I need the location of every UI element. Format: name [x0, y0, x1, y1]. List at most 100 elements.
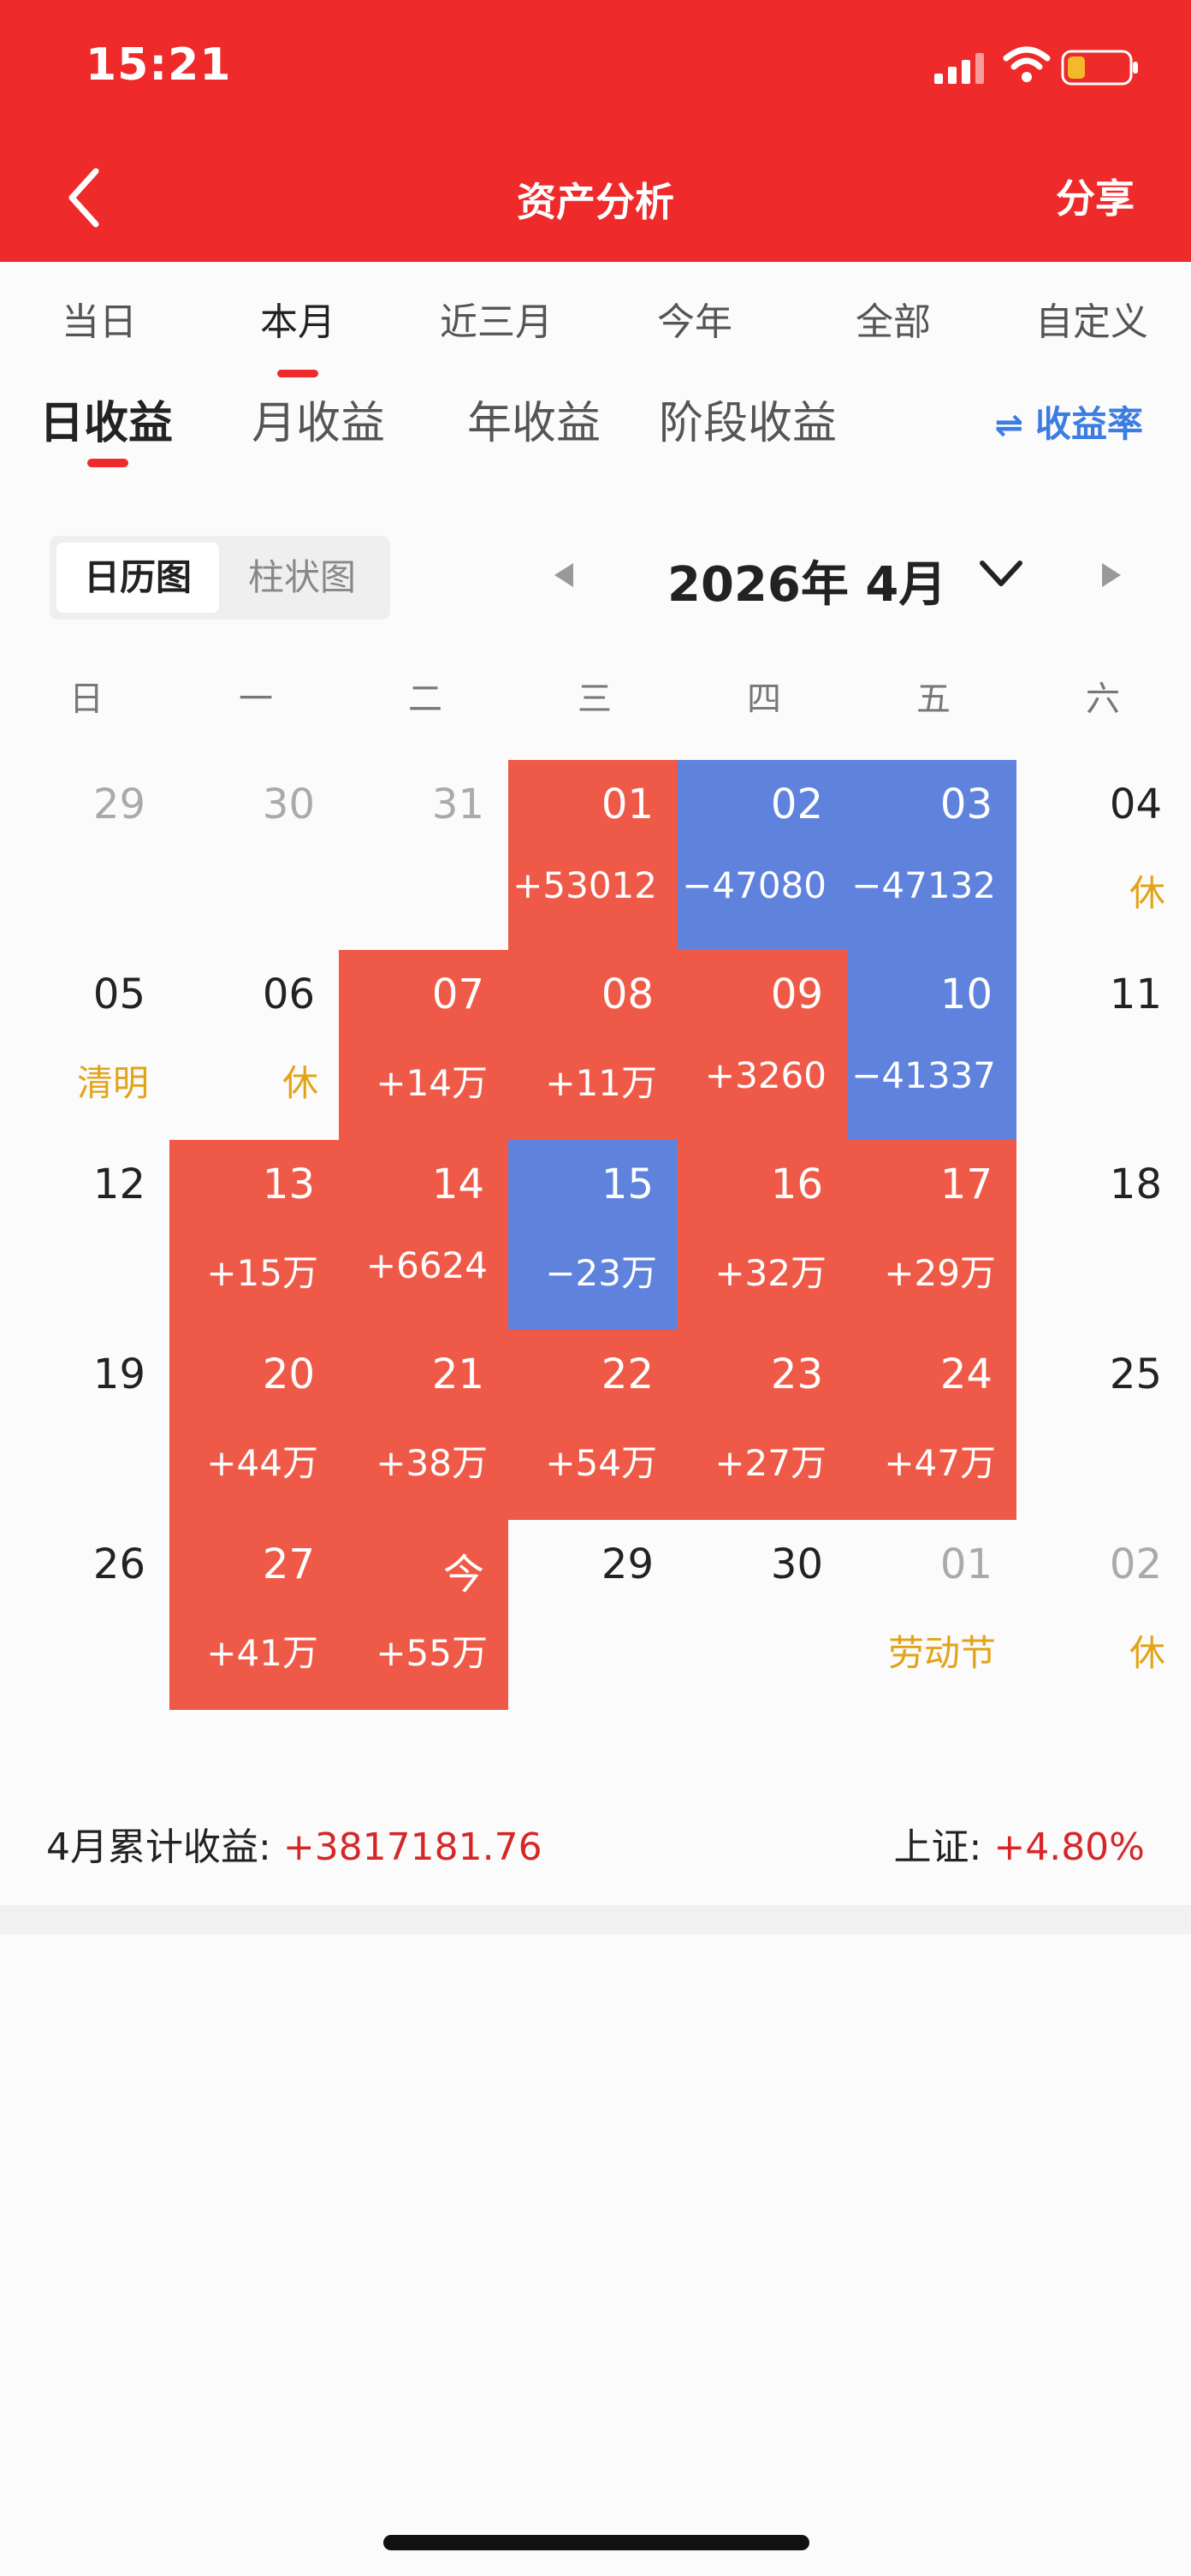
day-value: +11万 [545, 1062, 657, 1104]
return-type-tabs: 日收益 月收益 年收益 阶段收益 ⇌ 收益率 [0, 387, 1191, 472]
calendar-day-cell[interactable]: 16 +32万 [678, 1140, 847, 1330]
home-indicator[interactable] [383, 2535, 809, 2550]
day-number: 14 [431, 1160, 484, 1208]
cumulative-return-label: 4月累计收益: [46, 1825, 271, 1869]
tab-last-three-months[interactable]: 近三月 [440, 300, 553, 344]
day-number: 29 [92, 781, 145, 828]
calendar-day-cell[interactable]: 13 +15万 [169, 1140, 339, 1330]
day-number: 20 [262, 1350, 315, 1398]
calendar-day-cell[interactable]: 21 +38万 [339, 1330, 508, 1520]
tab-custom[interactable]: 自定义 [1035, 300, 1148, 344]
calendar-day-cell[interactable]: 31 [339, 760, 508, 950]
day-number: 02 [770, 781, 823, 828]
calendar-day-cell[interactable]: 25 [1016, 1330, 1186, 1520]
day-value: −23万 [545, 1252, 657, 1294]
calendar-day-cell[interactable]: 02 −47080 [678, 760, 847, 950]
calendar-day-cell[interactable]: 15 −23万 [508, 1140, 678, 1330]
tab-today[interactable]: 当日 [62, 300, 137, 344]
calendar-day-cell[interactable]: 29 [0, 760, 169, 950]
weekday-fri: 五 [916, 680, 951, 719]
day-value: +44万 [206, 1442, 318, 1484]
calendar-day-cell[interactable]: 23 +27万 [678, 1330, 847, 1520]
day-value: +53012 [513, 864, 657, 906]
calendar-day-cell[interactable]: 04 休 [1016, 760, 1186, 950]
day-number: 22 [601, 1350, 654, 1398]
calendar-view-button[interactable]: 日历图 [56, 543, 219, 613]
calendar-day-cell[interactable]: 24 +47万 [847, 1330, 1016, 1520]
chevron-down-icon[interactable] [979, 558, 1023, 592]
calendar-day-cell[interactable]: 14 +6624 [339, 1140, 508, 1330]
back-arrow-icon[interactable] [67, 168, 101, 231]
calendar-day-cell[interactable]: 30 [678, 1520, 847, 1710]
calendar-day-cell[interactable]: 02 休 [1016, 1520, 1186, 1710]
calendar-grid: 29 30 31 01 +53012 02 −47080 03 −47132 04 休 … [0, 760, 1191, 1710]
calendar-day-cell[interactable]: 01 劳动节 [847, 1520, 1016, 1710]
weekday-tue: 二 [408, 680, 442, 719]
status-time: 15:21 [86, 39, 232, 91]
day-holiday-label: 休 [1129, 1632, 1165, 1674]
day-holiday-label: 休 [1129, 872, 1165, 914]
day-number: 16 [770, 1160, 823, 1208]
calendar-day-cell[interactable]: 09 +3260 [678, 950, 847, 1140]
period-tabs: 当日 本月 近三月 今年 全部 自定义 [0, 291, 1191, 377]
day-value: +27万 [714, 1442, 827, 1484]
day-number: 01 [601, 781, 654, 828]
weekday-mon: 一 [239, 680, 273, 719]
day-number: 06 [262, 970, 315, 1018]
tab-yearly-return[interactable]: 年收益 [467, 398, 601, 449]
period-active-indicator [277, 370, 318, 377]
share-button[interactable]: 分享 [1056, 175, 1135, 222]
day-number: 24 [939, 1350, 992, 1398]
day-value: +15万 [206, 1252, 318, 1294]
calendar-day-cell[interactable]: 12 [0, 1140, 169, 1330]
calendar-day-cell[interactable]: 18 [1016, 1140, 1186, 1330]
calendar-day-cell[interactable]: 08 +11万 [508, 950, 678, 1140]
day-value: +6624 [365, 1244, 488, 1286]
return-rate-label: 收益率 [1034, 403, 1143, 445]
day-holiday-label: 休 [281, 1062, 318, 1104]
day-number: 13 [262, 1160, 315, 1208]
prev-month-icon[interactable] [553, 561, 575, 592]
day-number: 26 [92, 1540, 145, 1588]
day-value: +41万 [206, 1632, 318, 1674]
month-label[interactable]: 2026年 4月 [667, 557, 947, 613]
tab-stage-return[interactable]: 阶段收益 [659, 398, 838, 449]
view-toggle: 日历图 柱状图 [50, 536, 390, 620]
day-number: 05 [92, 970, 145, 1018]
calendar-day-cell[interactable]: 03 −47132 [847, 760, 1016, 950]
return-rate-toggle[interactable]: ⇌ 收益率 [994, 395, 1143, 448]
bar-view-button[interactable]: 柱状图 [247, 556, 356, 598]
battery-icon [1061, 50, 1140, 89]
calendar-day-cell[interactable]: 20 +44万 [169, 1330, 339, 1520]
calendar-day-cell[interactable]: 17 +29万 [847, 1140, 1016, 1330]
calendar-day-cell-today[interactable]: 今 +55万 [339, 1520, 508, 1710]
day-value: +55万 [376, 1632, 488, 1674]
calendar-day-cell[interactable]: 27 +41万 [169, 1520, 339, 1710]
tab-monthly-return[interactable]: 月收益 [252, 398, 386, 449]
day-number: 02 [1109, 1540, 1162, 1588]
day-number: 09 [770, 970, 823, 1018]
tab-this-year[interactable]: 今年 [657, 300, 732, 344]
tab-this-month[interactable]: 本月 [260, 300, 335, 344]
calendar-day-cell[interactable]: 05 清明 [0, 950, 169, 1140]
calendar-day-cell[interactable]: 26 [0, 1520, 169, 1710]
tab-daily-return[interactable]: 日收益 [39, 398, 174, 449]
day-value: +38万 [376, 1442, 488, 1484]
calendar-day-cell[interactable]: 22 +54万 [508, 1330, 678, 1520]
day-number: 18 [1109, 1160, 1162, 1208]
tab-all[interactable]: 全部 [856, 300, 931, 344]
signal-icon [934, 51, 991, 87]
calendar-day-cell[interactable]: 06 休 [169, 950, 339, 1140]
day-value: +32万 [714, 1252, 827, 1294]
calendar-day-cell[interactable]: 11 [1016, 950, 1186, 1140]
day-number: 10 [939, 970, 992, 1018]
next-month-icon[interactable] [1100, 561, 1123, 592]
calendar-day-cell[interactable]: 07 +14万 [339, 950, 508, 1140]
calendar-day-cell[interactable]: 30 [169, 760, 339, 950]
calendar-day-cell[interactable]: 01 +53012 [508, 760, 678, 950]
calendar-day-cell[interactable]: 10 −41337 [847, 950, 1016, 1140]
calendar-day-cell[interactable]: 29 [508, 1520, 678, 1710]
day-number: 12 [92, 1160, 145, 1208]
calendar-day-cell[interactable]: 19 [0, 1330, 169, 1520]
return-active-indicator [87, 459, 128, 467]
